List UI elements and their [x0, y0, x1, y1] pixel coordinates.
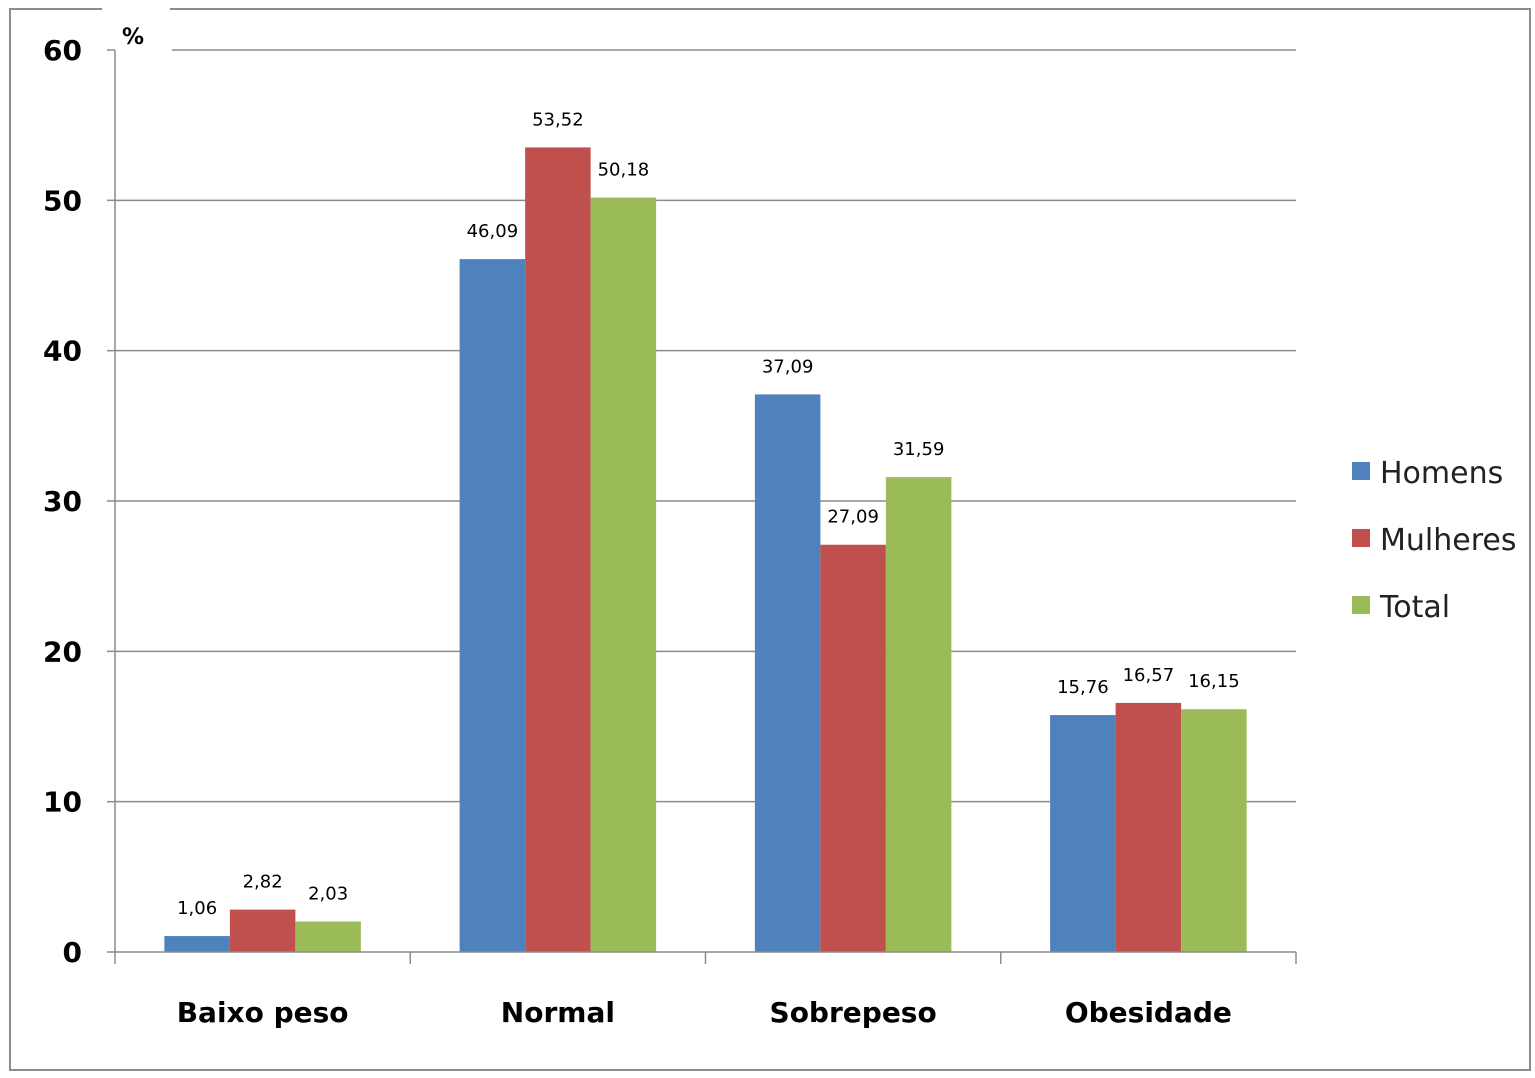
y-tick-label: 50: [43, 184, 82, 217]
unit-label-background: [102, 2, 170, 50]
bar-total-2: [885, 477, 952, 952]
legend-swatch-mulheres: [1352, 529, 1370, 547]
x-category-label: Normal: [501, 996, 615, 1029]
y-tick-label: 30: [43, 485, 82, 518]
bar-total-3: [1181, 709, 1247, 952]
axes: [114, 50, 1297, 964]
bar-mulheres-3: [1115, 702, 1182, 952]
legend-swatch-homens: [1352, 462, 1370, 480]
bar-total-0: [295, 921, 361, 952]
bar-mulheres-0: [229, 909, 296, 952]
data-label: 16,57: [1123, 665, 1175, 686]
y-axis-unit-label: %: [122, 25, 144, 50]
data-label: 1,06: [177, 898, 217, 919]
data-label: 50,18: [598, 160, 650, 181]
legend-label-homens: Homens: [1380, 456, 1503, 491]
legend: Homens Mulheres Total: [1352, 456, 1516, 625]
data-label: 2,03: [308, 883, 348, 904]
x-category-label: Obesidade: [1065, 996, 1232, 1029]
data-labels: 1,06 2,82 2,03 46,09 53,52 50,18 37,09 27,09 31,…: [177, 109, 1240, 919]
y-tick-label: 20: [43, 635, 82, 668]
gridlines: [115, 49, 1296, 803]
legend-label-mulheres: Mulheres: [1380, 523, 1516, 558]
data-label: 53,52: [532, 109, 584, 130]
bars: [164, 147, 1247, 953]
data-label: 16,15: [1188, 671, 1240, 692]
data-label: 37,09: [762, 356, 814, 377]
data-label: 27,09: [827, 507, 879, 528]
bar-homens-3: [1050, 715, 1116, 952]
bar-mulheres-2: [820, 544, 886, 952]
x-category-label: Baixo peso: [177, 996, 349, 1029]
bar-mulheres-1: [525, 147, 591, 952]
legend-label-total: Total: [1379, 590, 1450, 625]
bar-homens-2: [754, 394, 821, 952]
data-label: 46,09: [467, 221, 519, 242]
y-axis-ticks: 0 10 20 30 40 50 60: [43, 34, 115, 969]
y-tick-label: 10: [43, 786, 82, 819]
y-tick-label: 0: [63, 936, 82, 969]
y-tick-label: 60: [43, 34, 82, 67]
y-tick-label: 40: [43, 335, 82, 368]
bar-homens-0: [164, 936, 230, 952]
bar-homens-1: [459, 259, 526, 953]
bar-total-1: [590, 197, 657, 953]
x-category-label: Sobrepeso: [770, 996, 937, 1029]
legend-swatch-total: [1352, 596, 1370, 614]
x-axis-categories: Baixo peso Normal Sobrepeso Obesidade: [177, 996, 1232, 1029]
data-label: 2,82: [243, 872, 283, 893]
data-label: 31,59: [893, 439, 945, 460]
data-label: 15,76: [1057, 677, 1109, 698]
